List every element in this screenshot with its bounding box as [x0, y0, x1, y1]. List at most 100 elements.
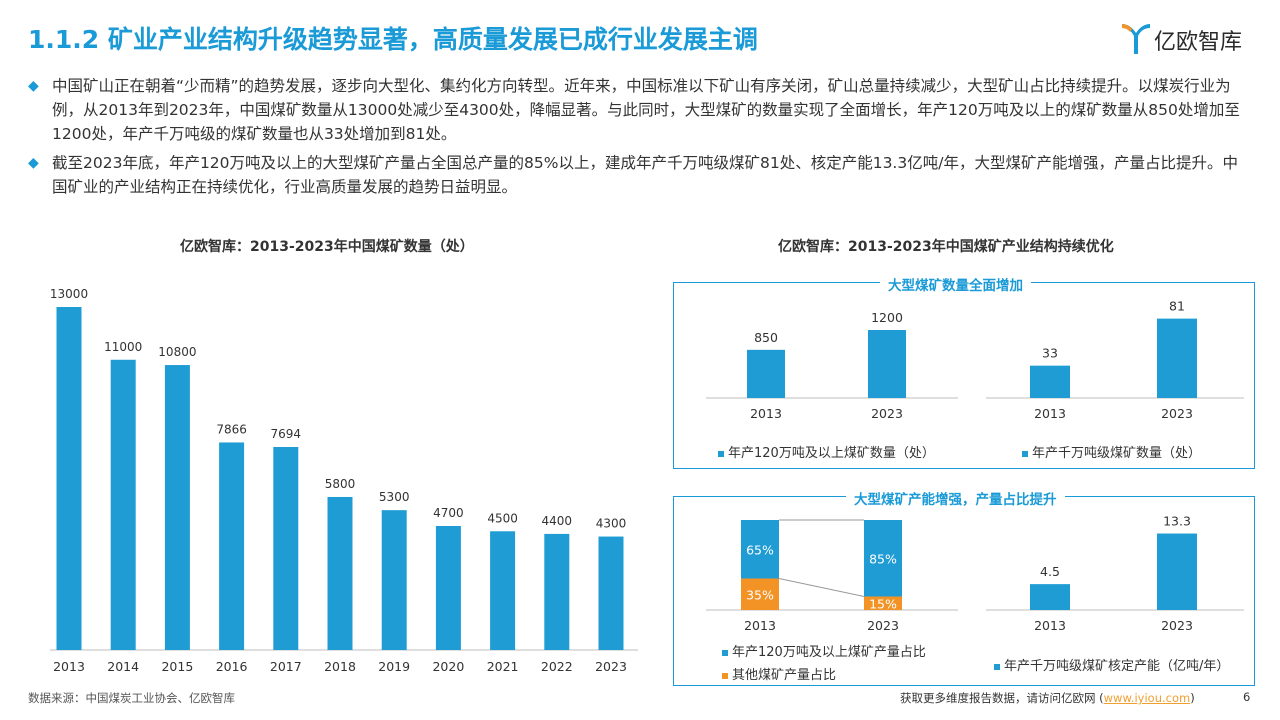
x-tick-2019: 2019	[378, 659, 410, 674]
bar-2021	[490, 531, 516, 650]
data-label-2013: 13000	[50, 287, 88, 301]
connector-mid	[778, 578, 865, 597]
x-tick-2023: 2023	[595, 659, 627, 674]
paragraph-2: ◆ 截至2023年底，年产120万吨及以上的大型煤矿产量占全国总产量的85%以上…	[28, 151, 1253, 199]
legend-c2: 年产千万吨级煤矿数量（处）	[1022, 442, 1201, 461]
x-tick-2015: 2015	[161, 659, 193, 674]
x-tick-2023: 2023	[871, 406, 903, 421]
x-tick-2016: 2016	[216, 659, 248, 674]
ten-million-capacity-chart: 4.5 2013 13.3 2023	[986, 514, 1244, 633]
data-label-2023: 81	[1169, 299, 1185, 314]
data-label-2022: 4400	[542, 514, 573, 528]
legend-swatch	[722, 672, 728, 679]
website-link[interactable]: www.iyiou.com	[1103, 691, 1191, 705]
legend-c2-label: 年产千万吨级煤矿数量（处）	[1032, 446, 1202, 461]
footer-note: 获取更多维度报告数据，请访问亿欧网 (www.iyiou.com)	[900, 690, 1195, 706]
legend-c4: 年产千万吨级煤矿核定产能（亿吨/年）	[994, 655, 1229, 674]
bar-2013	[56, 307, 82, 650]
legend-c4-label: 年产千万吨级煤矿核定产能（亿吨/年）	[1004, 659, 1230, 674]
footer-close: )	[1190, 691, 1195, 705]
stack-other-2013	[741, 578, 779, 610]
legend-swatch	[722, 649, 728, 656]
legend-c1-label: 年产120万吨及以上煤矿数量（处）	[728, 446, 935, 461]
legend-c3a: 年产120万吨及以上煤矿产量占比	[722, 641, 926, 660]
bar-2017	[273, 446, 299, 650]
data-label-2019: 5300	[379, 490, 410, 504]
coal-mine-count-chart: 13000 2013 11000 2014 10800 2015 7866 2016 7694 2…	[50, 287, 638, 674]
page-title: 1.1.2 矿业产业结构升级趋势显著，高质量发展已成行业发展主调	[28, 25, 758, 54]
right-chart-title: 亿欧智库：2013-2023年中国煤矿产业结构持续优化	[778, 239, 1114, 255]
footer-text: 获取更多维度报告数据，请访问亿欧网 (	[900, 691, 1104, 705]
label-other-2013: 35%	[746, 587, 774, 602]
bar-2013	[1030, 584, 1070, 610]
label-other-2023: 15%	[869, 596, 897, 611]
bar-2014	[110, 359, 136, 650]
bar-2020	[435, 525, 461, 650]
diamond-bullet-icon: ◆	[28, 78, 39, 94]
data-label-2023: 4300	[596, 517, 627, 531]
data-label-2018: 5800	[325, 477, 356, 491]
legend-swatch	[994, 663, 1000, 670]
data-source: 数据来源：中国煤炭工业协会、亿欧智库	[28, 691, 235, 705]
data-label-2015: 10800	[158, 345, 196, 359]
x-tick-2013: 2013	[53, 659, 85, 674]
data-label-2021: 4500	[487, 511, 518, 525]
x-tick-2017: 2017	[270, 659, 302, 674]
data-label-2017: 7694	[271, 427, 302, 441]
logo: 亿欧智库	[1120, 20, 1260, 56]
page-number: 6	[1243, 690, 1251, 704]
large-mine-count-chart: 850 2013 1200 2023	[706, 310, 958, 421]
legend-c3a-label: 年产120万吨及以上煤矿产量占比	[732, 645, 926, 660]
x-tick-2013: 2013	[744, 618, 776, 633]
legend-c3b-label: 其他煤矿产量占比	[732, 668, 837, 683]
paragraph-2-text: 截至2023年底，年产120万吨及以上的大型煤矿产量占全国总产量的85%以上，建…	[52, 154, 1238, 196]
x-tick-2014: 2014	[107, 659, 139, 674]
bar-2019	[381, 510, 407, 650]
bar-2015	[164, 365, 190, 650]
box1-title: 大型煤矿数量全面增加	[880, 274, 1031, 294]
bar-2023	[1157, 533, 1197, 610]
data-label-2023: 1200	[871, 310, 903, 325]
legend-c3b: 其他煤矿产量占比	[722, 664, 836, 683]
yiou-logo-icon	[1122, 24, 1150, 54]
data-label-2016: 7866	[216, 422, 247, 436]
legend-c1: 年产120万吨及以上煤矿数量（处）	[718, 442, 935, 461]
data-label-2013: 850	[754, 330, 778, 345]
bar-2023	[1157, 318, 1197, 398]
x-tick-2022: 2022	[541, 659, 573, 674]
x-tick-2021: 2021	[487, 659, 519, 674]
x-tick-2018: 2018	[324, 659, 356, 674]
x-tick-2013: 2013	[1034, 618, 1066, 633]
ten-million-mine-count-chart: 33 2013 81 2023	[986, 299, 1244, 421]
x-tick-2023: 2023	[1161, 406, 1193, 421]
box2-title: 大型煤矿产能增强，产量占比提升	[846, 488, 1065, 508]
data-label-2020: 4700	[433, 506, 464, 520]
stack-other-2023	[864, 596, 902, 610]
data-label-2013: 4.5	[1040, 564, 1060, 579]
data-label-2013: 33	[1042, 346, 1058, 361]
stack-large-2013	[741, 520, 779, 579]
left-chart-title: 亿欧智库：2013-2023年中国煤矿数量（处）	[180, 239, 474, 255]
paragraph-1-text: 中国矿山正在朝着“少而精”的趋势发展，逐步向大型化、集约化方向转型。近年来，中国…	[52, 77, 1240, 143]
diamond-bullet-icon: ◆	[28, 155, 39, 171]
data-label-2014: 11000	[104, 340, 142, 354]
x-tick-2013: 2013	[1034, 406, 1066, 421]
x-tick-2023: 2023	[1161, 618, 1193, 633]
label-large-2023: 85%	[869, 551, 897, 566]
paragraph-1: ◆ 中国矿山正在朝着“少而精”的趋势发展，逐步向大型化、集约化方向转型。近年来，…	[28, 74, 1253, 146]
bar-2023	[598, 536, 624, 650]
x-tick-2020: 2020	[432, 659, 464, 674]
bar-2018	[327, 496, 353, 650]
stack-large-2023	[864, 520, 902, 597]
bar-2023	[868, 330, 906, 398]
bar-2013	[1030, 365, 1070, 398]
data-label-2023: 13.3	[1163, 514, 1191, 529]
x-tick-2023: 2023	[867, 618, 899, 633]
bar-2016	[219, 442, 245, 650]
production-share-chart: 65% 35% 2013 85% 15% 2023	[706, 519, 958, 633]
legend-swatch	[718, 450, 724, 457]
logo-text: 亿欧智库	[1154, 30, 1243, 55]
legend-swatch	[1022, 450, 1028, 457]
x-tick-2013: 2013	[750, 406, 782, 421]
bar-2022	[544, 533, 570, 650]
